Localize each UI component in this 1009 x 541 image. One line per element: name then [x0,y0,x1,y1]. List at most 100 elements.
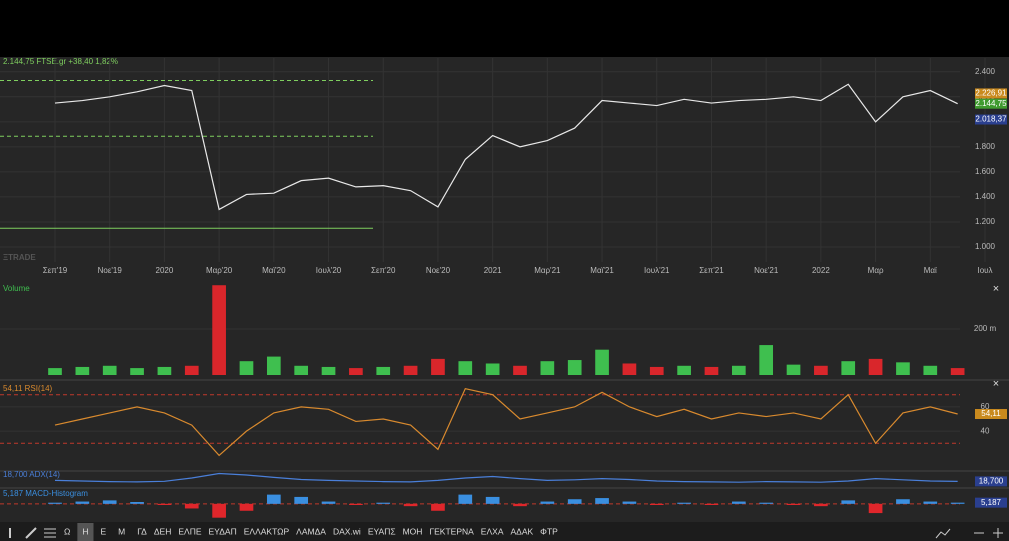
volume-bar [75,366,90,375]
volume-bar [595,349,609,375]
series-line [54,387,958,457]
volume-bar [677,365,691,375]
price-tag-label: 2.144,75 [975,99,1007,108]
volume-bar [567,360,582,375]
toolbar-item[interactable]: ΕΥΑΠΣ [368,526,396,536]
histogram-bar [184,503,199,509]
histogram-bar [814,503,828,507]
x-tick-label: Μαϊ [924,266,937,275]
price-tag-label: 18,700 [979,476,1004,485]
volume-bar [649,366,664,375]
indicator-label: 18,700 ADX(14) [3,470,60,479]
histogram-bar [923,501,938,504]
histogram-bar [403,503,418,507]
volume-bar [704,366,719,375]
volume-bar [513,365,527,375]
volume-bar [239,361,254,375]
histogram-bar [786,503,801,505]
toolbar-item[interactable]: ΓΔ [137,526,147,536]
x-tick-label: Σεπ'20 [371,266,396,275]
indicator-label: 54,11 RSI(14) [3,384,53,393]
price-tag [975,497,1007,508]
y-tick-label: 1.600 [975,167,996,176]
volume-bar [321,366,336,375]
volume-bar [349,368,363,375]
toolbar-item[interactable]: ΕΛΛΑΚΤΩΡ [244,526,290,536]
histogram-bar [950,502,965,504]
toolbar-item[interactable]: ΜΟΗ [403,526,423,536]
y-tick-label: 1.400 [975,192,996,201]
volume-bar [431,358,445,375]
x-tick-label: Ιουλ'21 [644,266,670,275]
price-tag-label: 5,187 [981,498,1002,507]
histogram-bar [294,496,309,504]
price-tag [975,409,1007,420]
x-tick-label: Νοε'20 [426,266,451,275]
y-tick-label: 2.400 [975,67,996,76]
top-bar [0,0,1009,57]
histogram-bar [102,500,117,504]
histogram-bar [239,503,254,511]
histogram-bar [896,499,910,504]
toolbar-item[interactable]: ΕΛΧΑ [481,526,504,536]
volume-bar [868,358,883,375]
volume-bar [458,361,473,375]
volume-bar [841,361,856,375]
histogram-bar [212,503,226,518]
price-tag [975,88,1007,99]
histogram-bar [622,501,637,504]
indicator-label: 5,187 MACD-Histogram [3,489,88,498]
toolbar-item[interactable]: ΕΥΔΑΠ [209,526,237,536]
indicator-label: Volume [3,284,30,293]
toolbar-item[interactable]: ΦΤΡ [540,526,558,536]
histogram-bar [513,503,527,507]
x-tick-label: 2022 [812,266,830,275]
volume-bar [540,361,555,375]
x-tick-label: Νοε'21 [754,266,779,275]
toolbar [0,522,1009,541]
volume-bar [184,365,199,375]
toolbar-item[interactable]: ΕΛΠΕ [178,526,201,536]
y-tick-label: 1.000 [975,242,996,251]
x-tick-label: Σεπ'19 [43,266,68,275]
toolbar-item[interactable]: DAX.wi [333,526,361,536]
volume-bar [485,363,500,375]
toolbar-item[interactable]: Ω [64,526,70,536]
x-tick-label: Μαρ [868,266,884,275]
series-line [54,83,958,211]
x-tick-label: Μαϊ'20 [262,266,286,275]
histogram-bar [130,502,144,504]
x-tick-label: 2021 [484,266,502,275]
toolbar-item[interactable]: Μ [118,526,125,536]
toolbar-item[interactable]: ΑΔΑΚ [510,526,533,536]
price-tag-label: 2.226,91 [975,89,1007,98]
volume-bar [950,368,965,375]
toolbar-item[interactable]: Η [82,526,88,536]
volume-bar [48,368,62,375]
y-tick-label: 1.800 [975,142,996,151]
histogram-bar [48,502,62,504]
toolbar-item[interactable]: ΓΕΚΤΕΡΝΑ [429,526,474,536]
volume-bar [786,364,801,375]
toolbar-item[interactable]: ΛΑΜΔΑ [296,526,326,536]
volume-bar [622,363,637,375]
price-tag-label: 2.018,37 [975,115,1007,124]
histogram-bar [841,500,856,504]
histogram-bar [376,502,391,504]
volume-bar [896,362,910,375]
histogram-bar [540,501,555,504]
close-button[interactable]: × [993,283,999,295]
close-button[interactable]: × [993,378,999,390]
toolbar-item[interactable]: Ε [101,526,107,536]
quote-label: 2.144,75 FTSE.gr +38,40 1,82% [3,57,118,66]
volume-bar [731,365,746,375]
chart-area [0,57,1009,522]
volume-bar [212,285,226,375]
price-tag-label: 54,11 [981,409,1001,418]
histogram-bar [321,501,336,504]
toolbar-item[interactable]: ΔΕΗ [154,526,172,536]
x-tick-label: Ιουλ'20 [316,266,342,275]
histogram-bar [649,503,664,505]
histogram-bar [595,498,609,504]
histogram-bar [157,503,172,505]
